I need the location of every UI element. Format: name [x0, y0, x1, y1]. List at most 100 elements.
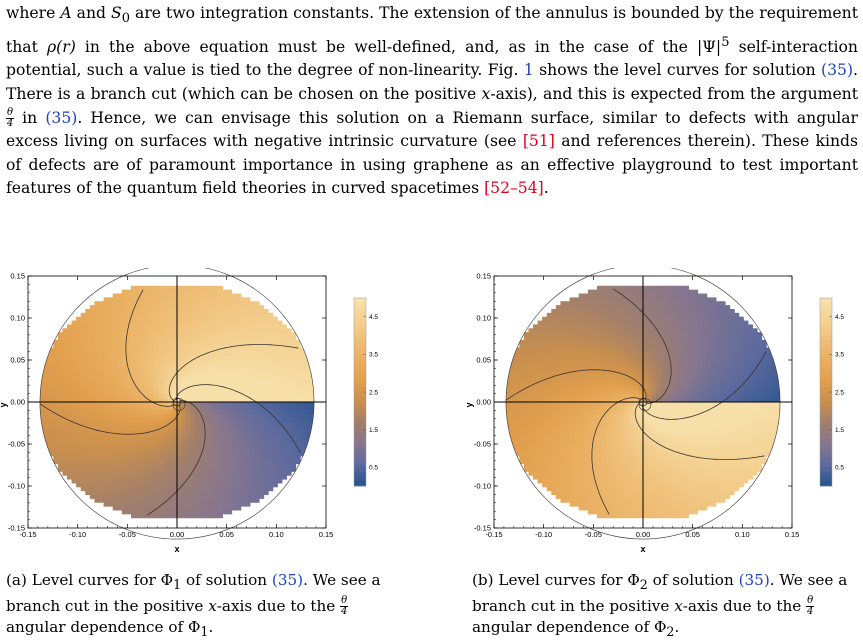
level-cell [620, 425, 625, 429]
level-cell [186, 301, 191, 305]
level-cell [163, 464, 168, 468]
level-cell [209, 305, 214, 309]
level-cell [542, 429, 547, 433]
level-cell [67, 351, 72, 355]
level-cell [222, 382, 227, 386]
level-cell [624, 514, 629, 518]
level-cell [268, 471, 273, 475]
level-cell [624, 510, 629, 514]
level-cell [181, 363, 186, 367]
level-cell [218, 433, 223, 437]
level-cell [136, 340, 141, 344]
level-cell [250, 491, 255, 495]
level-cell [136, 475, 141, 479]
level-cell [273, 409, 278, 413]
level-cell [533, 336, 538, 340]
level-cell [615, 440, 620, 444]
level-cell [551, 475, 556, 479]
level-cell [634, 328, 639, 332]
citation-link[interactable]: [51] [523, 132, 555, 150]
level-cell [76, 348, 81, 352]
level-cell [583, 421, 588, 425]
level-cell [218, 502, 223, 506]
level-cell [250, 406, 255, 410]
level-cell [163, 294, 168, 298]
level-cell [606, 363, 611, 367]
level-cell [76, 409, 81, 413]
equation-reference-link[interactable]: (35) [45, 109, 77, 127]
level-cell [656, 471, 661, 475]
level-cell [565, 479, 570, 483]
level-cell [634, 386, 639, 390]
level-cell [72, 475, 77, 479]
level-cell [264, 471, 269, 475]
level-cell [53, 359, 58, 363]
level-cell [76, 340, 81, 344]
level-cell [195, 413, 200, 417]
level-cell [574, 379, 579, 383]
level-cell [94, 340, 99, 344]
level-cell [76, 351, 81, 355]
level-cell [579, 448, 584, 452]
level-cell [570, 417, 575, 421]
level-cell [300, 429, 305, 433]
level-cell [528, 359, 533, 363]
level-cell [58, 351, 63, 355]
figure-reference-link[interactable]: 1 [524, 61, 534, 79]
level-cell [624, 379, 629, 383]
level-cell [615, 301, 620, 305]
level-cell [163, 297, 168, 301]
level-cell [154, 294, 159, 298]
level-cell [624, 494, 629, 498]
level-cell [94, 421, 99, 425]
level-cell [140, 452, 145, 456]
level-cell [136, 456, 141, 460]
level-cell [140, 444, 145, 448]
level-cell [218, 510, 223, 514]
level-cell [181, 444, 186, 448]
level-cell [254, 379, 259, 383]
level-cell [181, 336, 186, 340]
equation-reference-link[interactable]: (35) [821, 61, 853, 79]
citation-link[interactable]: [52–54] [484, 179, 544, 197]
level-cell [190, 506, 195, 510]
level-cell [168, 313, 173, 317]
level-cell [519, 417, 524, 421]
level-cell [629, 409, 634, 413]
level-cell [81, 475, 86, 479]
level-cell [528, 344, 533, 348]
level-cell [606, 514, 611, 518]
level-cell [634, 456, 639, 460]
level-cell [81, 413, 86, 417]
level-cell [158, 510, 163, 514]
colorbar-segment [354, 453, 366, 458]
level-cell [254, 386, 259, 390]
level-cell [286, 359, 291, 363]
level-cell [588, 344, 593, 348]
level-cell [273, 406, 278, 410]
level-cell [542, 359, 547, 363]
level-cell [149, 460, 154, 464]
level-cell [209, 452, 214, 456]
level-cell [154, 386, 159, 390]
level-cell [227, 367, 232, 371]
level-cell [634, 433, 639, 437]
level-cell [94, 363, 99, 367]
level-cell [113, 471, 118, 475]
level-cell [556, 429, 561, 433]
level-cell [661, 332, 666, 336]
level-cell [647, 498, 652, 502]
level-cell [241, 429, 246, 433]
level-cell [273, 433, 278, 437]
level-cell [227, 375, 232, 379]
level-cell [154, 440, 159, 444]
level-cell [158, 390, 163, 394]
level-cell [606, 286, 611, 290]
level-cell [570, 348, 575, 352]
level-cell [104, 340, 109, 344]
level-cell [264, 417, 269, 421]
level-cell [588, 301, 593, 305]
level-cell [222, 498, 227, 502]
level-cell [611, 421, 616, 425]
level-cell [113, 297, 118, 301]
